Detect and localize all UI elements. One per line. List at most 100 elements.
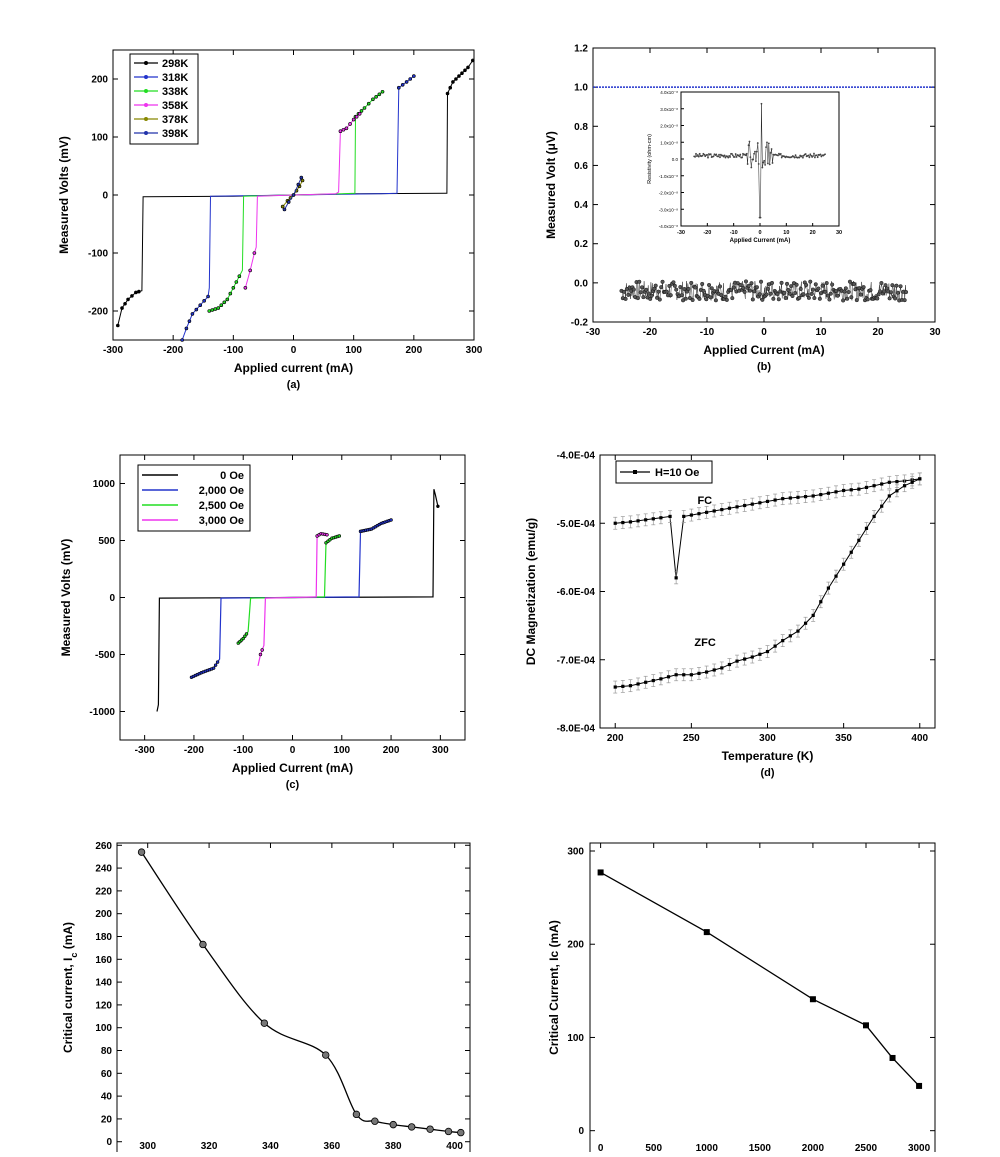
x-axis-label: Applied Current (mA): [232, 761, 353, 775]
data-point: [858, 292, 863, 297]
data-point: [396, 85, 401, 90]
data-point: [743, 657, 747, 661]
data-point: [817, 296, 822, 301]
data-point: [735, 659, 739, 663]
inset-y-tick-label: 3.0x10⁻⁸: [660, 107, 678, 112]
legend-label: 318K: [162, 72, 188, 84]
data-point: [823, 289, 828, 294]
legend-box: [129, 53, 199, 145]
data-point: [697, 296, 702, 301]
data-point: [812, 296, 817, 301]
x-tick-label: 0: [290, 745, 296, 756]
inset-point: [756, 142, 759, 144]
inset-point: [779, 152, 782, 155]
inset-point: [698, 152, 701, 155]
data-point: [826, 491, 831, 495]
series-line: [257, 533, 328, 667]
noise-series: [619, 279, 909, 303]
series-line: [191, 519, 392, 678]
inset-point: [749, 156, 752, 159]
inset-y-tick-label: 1.0x10⁻⁸: [660, 140, 678, 145]
data-point: [646, 291, 651, 296]
data-point: [362, 106, 367, 110]
panel-label: (b): [757, 361, 771, 373]
data-point: [749, 281, 754, 286]
data-point: [126, 297, 130, 302]
panel-d: 200 250 300 350 400 -8.0E-04 -7.0E-04 -6.0E-04 -…: [524, 451, 936, 779]
data-point: [198, 303, 203, 308]
inset-point: [807, 154, 810, 157]
inset-point: [739, 153, 742, 156]
y-tick-label: 100: [567, 1033, 584, 1044]
data-point: [797, 295, 802, 300]
inset-point: [724, 156, 727, 159]
data-point: [730, 296, 735, 301]
inset-point: [766, 141, 768, 144]
y-axis-label-subscript: c: [69, 953, 79, 958]
data-point: [865, 297, 870, 302]
x-tick-label: 1500: [749, 1143, 772, 1152]
data-point: [621, 684, 625, 688]
data-point: [354, 114, 359, 119]
data-point: [199, 940, 207, 949]
data-point: [657, 297, 662, 302]
data-point: [857, 538, 861, 542]
data-point: [120, 306, 124, 310]
x-tick-label: 320: [201, 1141, 218, 1152]
data-point: [878, 289, 883, 294]
x-tick-label: 200: [607, 733, 624, 744]
data-point: [704, 510, 709, 514]
data-point: [636, 682, 640, 686]
y-axis-label: Measured Volts (mV): [59, 539, 73, 657]
series-2000Oe: [189, 518, 393, 679]
y-axis-label: Critical Current, Ic (mA): [547, 920, 561, 1055]
data-point: [202, 299, 206, 303]
data-point: [846, 290, 851, 295]
data-point: [689, 513, 693, 517]
data-point: [902, 484, 907, 488]
data-point: [374, 94, 378, 99]
x-tick-label: 360: [324, 1141, 341, 1152]
inset-point: [759, 216, 762, 219]
data-point: [357, 112, 362, 116]
inset-point: [696, 154, 699, 156]
data-point: [690, 297, 695, 302]
plot-frame: [589, 842, 936, 1157]
panel-c: -300 -200 -100 0 100 200 300-1000-50005001000A…: [59, 454, 466, 791]
data-point: [451, 80, 455, 84]
series-3000Oe: [257, 531, 329, 667]
data-point: [735, 281, 740, 286]
y-tick-label: 1.0: [574, 83, 588, 94]
legend-label: 0 Oe: [220, 470, 244, 482]
data-point: [843, 286, 848, 291]
data-point: [895, 480, 899, 484]
data-point: [785, 281, 790, 286]
data-point: [628, 520, 633, 524]
data-point: [258, 652, 263, 657]
data-point: [771, 296, 776, 301]
y-tick-label: 20: [101, 1114, 113, 1125]
data-point: [889, 1054, 896, 1061]
inset-point: [709, 153, 712, 156]
y-tick-label: 240: [95, 864, 112, 875]
series-ZFC: [613, 472, 922, 694]
inset-x-tick-label: 30: [836, 230, 842, 236]
inset-point: [769, 152, 772, 154]
x-tick-label: 300: [139, 1141, 156, 1152]
data-point: [444, 1127, 453, 1136]
data-point: [234, 280, 239, 284]
series-curve: [141, 851, 461, 1134]
data-point: [640, 285, 645, 290]
x-tick-label: 100: [345, 345, 362, 356]
x-tick-label: 400: [446, 1141, 463, 1152]
data-point: [768, 291, 773, 296]
y-tick-label: 0: [106, 1137, 112, 1148]
data-point: [841, 298, 846, 303]
data-point: [847, 279, 852, 284]
inset-point: [695, 152, 697, 155]
data-point: [806, 295, 811, 300]
y-tick-label: -500: [95, 650, 115, 661]
y-tick-label: -0.2: [571, 318, 589, 329]
